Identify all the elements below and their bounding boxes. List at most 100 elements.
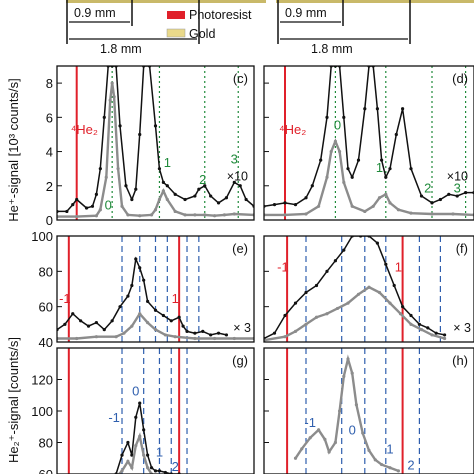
data-point — [71, 203, 75, 207]
multiplier-label: ×10 — [447, 170, 468, 184]
y-tick-label: 40 — [39, 335, 53, 350]
panel-frame — [263, 235, 474, 343]
data-point — [110, 81, 114, 85]
panel-frame — [56, 235, 255, 343]
panel-label: (f) — [456, 241, 468, 256]
data-point — [163, 333, 167, 337]
data-point — [185, 329, 189, 333]
data-point — [409, 167, 413, 171]
panel-plot-area — [57, 66, 254, 220]
data-point — [455, 194, 459, 198]
data-point — [224, 196, 229, 200]
data-point — [94, 214, 98, 218]
panel-frame — [263, 347, 474, 474]
data-point — [451, 212, 455, 216]
y-tick-label: 8 — [46, 76, 53, 91]
panel-c: 0 2 4 6 8 (c) ⁴He₂ 0 1 2 3 ×10 — [46, 65, 255, 228]
data-point — [183, 213, 187, 217]
schematic-left: 0.9 mm 1.8 mm Photoresist Gold — [66, 0, 266, 56]
data-point — [317, 204, 321, 208]
data-point — [213, 336, 217, 341]
data-point — [443, 336, 447, 341]
data-point — [138, 434, 142, 438]
data-point — [238, 184, 242, 188]
data-point — [224, 333, 229, 337]
data-point — [165, 197, 169, 202]
data-point — [384, 192, 388, 196]
y-tick-label: 120 — [31, 373, 53, 388]
data-point — [213, 214, 217, 218]
data-point — [118, 305, 122, 309]
data-point — [146, 299, 150, 303]
data-point — [327, 450, 331, 454]
peak-order-label: 3 — [454, 181, 461, 196]
ylabel-bottom: He₂⁺-signal [counts/s] — [6, 337, 21, 463]
series-line-black — [264, 66, 474, 208]
data-point — [108, 98, 112, 102]
panel-frame — [263, 65, 474, 221]
data-point — [203, 213, 207, 217]
data-point — [134, 415, 138, 419]
data-point — [116, 167, 120, 171]
data-point — [272, 203, 277, 207]
data-point — [126, 440, 130, 445]
data-point — [63, 322, 67, 326]
data-point — [120, 453, 124, 457]
data-point — [338, 149, 342, 154]
data-point — [110, 319, 114, 323]
data-point — [283, 201, 287, 205]
data-point — [417, 322, 421, 326]
data-point — [396, 469, 400, 473]
peak-order-label: 3 — [231, 152, 238, 167]
panel-d: (d) ⁴He₂ 0 1 2 3×10 — [263, 65, 474, 221]
series-line-black — [57, 256, 227, 336]
data-point — [161, 189, 165, 193]
data-point — [308, 436, 312, 440]
data-point — [94, 192, 98, 196]
y-tick-label: 60 — [39, 467, 53, 474]
gold-strip-left — [66, 0, 266, 3]
data-point — [126, 459, 130, 463]
peak-order-label: 0 — [132, 383, 139, 398]
data-point — [434, 331, 438, 335]
series-line-black — [264, 236, 445, 340]
series-line-gray — [264, 138, 474, 217]
y-tick-label: 100 — [31, 404, 53, 419]
data-point — [375, 107, 379, 111]
peak-order-label: 1 — [164, 155, 171, 170]
panel-frame — [56, 65, 255, 221]
data-point — [146, 320, 150, 325]
data-point — [419, 328, 424, 332]
data-point — [146, 453, 150, 457]
panel-plot-area — [264, 66, 474, 220]
data-point — [98, 167, 102, 171]
red-line-label: 1 — [395, 259, 402, 274]
data-point — [300, 447, 304, 451]
data-point — [409, 322, 413, 326]
series-line-black — [57, 66, 254, 213]
data-point — [384, 175, 388, 179]
legend-swatch-photoresist — [167, 11, 185, 19]
data-point — [430, 212, 434, 216]
data-point — [142, 453, 146, 457]
data-point — [157, 197, 162, 202]
data-point — [464, 191, 468, 195]
multiplier-label: × 3 — [233, 321, 251, 335]
data-point — [361, 431, 365, 435]
data-point — [193, 331, 197, 335]
data-point — [161, 313, 165, 318]
data-point — [409, 313, 413, 318]
data-point — [283, 213, 287, 217]
data-point — [333, 259, 337, 263]
red-line-label: -1 — [59, 291, 71, 306]
data-point — [293, 203, 298, 207]
data-point — [354, 403, 358, 407]
data-point — [138, 214, 142, 218]
data-point — [419, 194, 424, 198]
data-point — [325, 269, 329, 273]
data-point — [333, 139, 337, 143]
data-point — [163, 470, 167, 474]
data-point — [183, 197, 187, 202]
data-point — [165, 184, 169, 188]
panel-g: 60 80 100 120 (g) -1 0 12 — [31, 347, 255, 474]
